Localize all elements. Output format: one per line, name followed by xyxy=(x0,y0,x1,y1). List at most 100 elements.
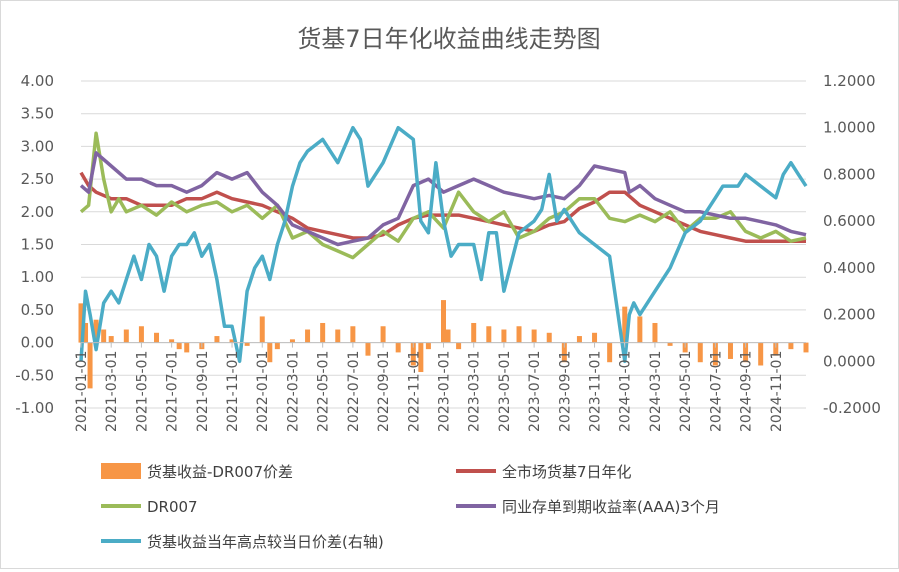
y-right-tick-label: -0.2000 xyxy=(823,399,881,417)
y-left-tick-label: -0.50 xyxy=(15,366,54,384)
y-left-tick-label: 3.00 xyxy=(21,137,54,155)
series-line xyxy=(79,171,806,243)
left-axis: 4.00 3.50 3.00 2.50 2.00 1.50 1.00 0.50 0.00 -0.5… xyxy=(15,72,54,417)
bar xyxy=(320,322,326,343)
bar xyxy=(229,339,235,343)
x-tick-label: 2023-05-01 xyxy=(497,351,513,432)
x-tick-label: 2022-09-01 xyxy=(376,351,392,432)
x-tick-label: 2021-07-01 xyxy=(165,351,181,432)
bar xyxy=(101,329,107,343)
x-tick-label: 2021-03-01 xyxy=(104,351,120,432)
legend-label: 同业存单到期收益率(AAA)3个月 xyxy=(502,498,720,516)
bar xyxy=(350,326,356,343)
bar xyxy=(501,329,507,343)
legend-label: 全市场货基7日年化 xyxy=(502,463,632,481)
bar xyxy=(305,329,311,343)
bar xyxy=(274,342,280,350)
legend-label: DR007 xyxy=(147,498,198,516)
bar xyxy=(743,342,749,363)
bar xyxy=(576,336,582,343)
bar xyxy=(727,342,733,359)
x-tick-label: 2022-01-01 xyxy=(255,351,271,432)
bar xyxy=(365,342,371,356)
bar xyxy=(169,339,175,343)
bar xyxy=(445,329,451,343)
right-axis: 1.2000 1.0000 0.8000 0.6000 0.4000 0.2000 0.00… xyxy=(823,72,881,417)
bar xyxy=(652,322,658,343)
x-tick-label: 2024-03-01 xyxy=(648,351,664,432)
y-right-tick-label: 0.6000 xyxy=(823,212,876,230)
y-left-tick-label: 4.00 xyxy=(21,72,54,90)
x-tick-label: 2023-11-01 xyxy=(588,351,604,432)
y-left-tick-label: 3.50 xyxy=(21,105,54,123)
y-left-tick-label: 1.00 xyxy=(21,268,54,286)
series-line xyxy=(79,151,807,247)
y-left-tick-label: 0.50 xyxy=(21,301,54,319)
y-right-tick-label: 0.8000 xyxy=(823,165,876,183)
legend-label: 货基收益-DR007价差 xyxy=(147,463,293,481)
x-axis: 2021-01-01 2021-03-01 2021-05-01 2021-07-01… xyxy=(74,342,806,432)
chart-title: 货基7日年化收益曲线走势图 xyxy=(297,25,600,53)
bar xyxy=(531,329,537,343)
x-tick-label: 2022-07-01 xyxy=(346,351,362,432)
x-tick-label: 2023-01-01 xyxy=(437,351,453,432)
bar xyxy=(622,306,628,343)
x-tick-label: 2022-11-01 xyxy=(406,351,422,432)
x-tick-label: 2022-05-01 xyxy=(316,351,332,432)
bar xyxy=(441,300,446,343)
x-tick-label: 2021-01-01 xyxy=(74,351,90,432)
bar xyxy=(267,342,273,363)
bar xyxy=(410,342,416,366)
bar xyxy=(773,342,779,356)
bar xyxy=(418,342,424,373)
series-line xyxy=(79,125,808,364)
bar xyxy=(697,342,703,363)
legend-label: 货基收益当年高点较当日价差(右轴) xyxy=(147,533,384,551)
y-left-tick-label: 0.00 xyxy=(21,334,54,352)
bar xyxy=(78,303,84,343)
y-right-tick-label: 1.2000 xyxy=(823,72,876,90)
x-tick-label: 2024-05-01 xyxy=(678,351,694,432)
bar xyxy=(395,342,401,353)
bar xyxy=(108,336,114,343)
bar xyxy=(184,342,190,353)
line-series xyxy=(79,125,808,364)
bar xyxy=(546,332,552,343)
x-tick-label: 2024-01-01 xyxy=(618,351,634,432)
y-left-tick-label: 1.50 xyxy=(21,236,54,254)
bar xyxy=(516,326,522,343)
bar xyxy=(758,342,764,366)
bar xyxy=(123,329,129,343)
x-tick-label: 2023-03-01 xyxy=(467,351,483,432)
x-tick-label: 2023-07-01 xyxy=(527,351,543,432)
bar xyxy=(561,342,567,363)
x-tick-label: 2024-09-01 xyxy=(739,351,755,432)
bar xyxy=(244,342,250,346)
x-tick-label: 2023-09-01 xyxy=(557,351,573,432)
bar xyxy=(712,342,718,366)
x-tick-label: 2024-07-01 xyxy=(708,351,724,432)
bar xyxy=(83,322,89,343)
y-right-tick-label: 0.0000 xyxy=(823,352,876,370)
bar xyxy=(176,342,182,350)
bar xyxy=(788,342,794,350)
legend: 货基收益-DR007价差 全市场货基7日年化 DR007 同业存单到期收益率(AAA)… xyxy=(101,463,720,551)
y-right-tick-label: 0.4000 xyxy=(823,259,876,277)
bar xyxy=(592,332,598,343)
x-tick-label: 2021-09-01 xyxy=(195,351,211,432)
bar xyxy=(138,326,144,343)
legend-swatch xyxy=(101,463,141,479)
bar xyxy=(87,342,93,389)
y-left-tick-label: 2.50 xyxy=(21,170,54,188)
bar xyxy=(486,326,492,343)
bar xyxy=(335,329,341,343)
bar xyxy=(425,342,431,350)
x-tick-label: 2022-03-01 xyxy=(285,351,301,432)
y-right-tick-label: 0.2000 xyxy=(823,306,876,324)
x-tick-label: 2021-05-01 xyxy=(134,351,150,432)
bar xyxy=(456,342,462,350)
bar-series xyxy=(78,300,809,389)
bar xyxy=(803,342,809,353)
y-left-tick-label: -1.00 xyxy=(15,399,54,417)
bar xyxy=(637,316,643,343)
